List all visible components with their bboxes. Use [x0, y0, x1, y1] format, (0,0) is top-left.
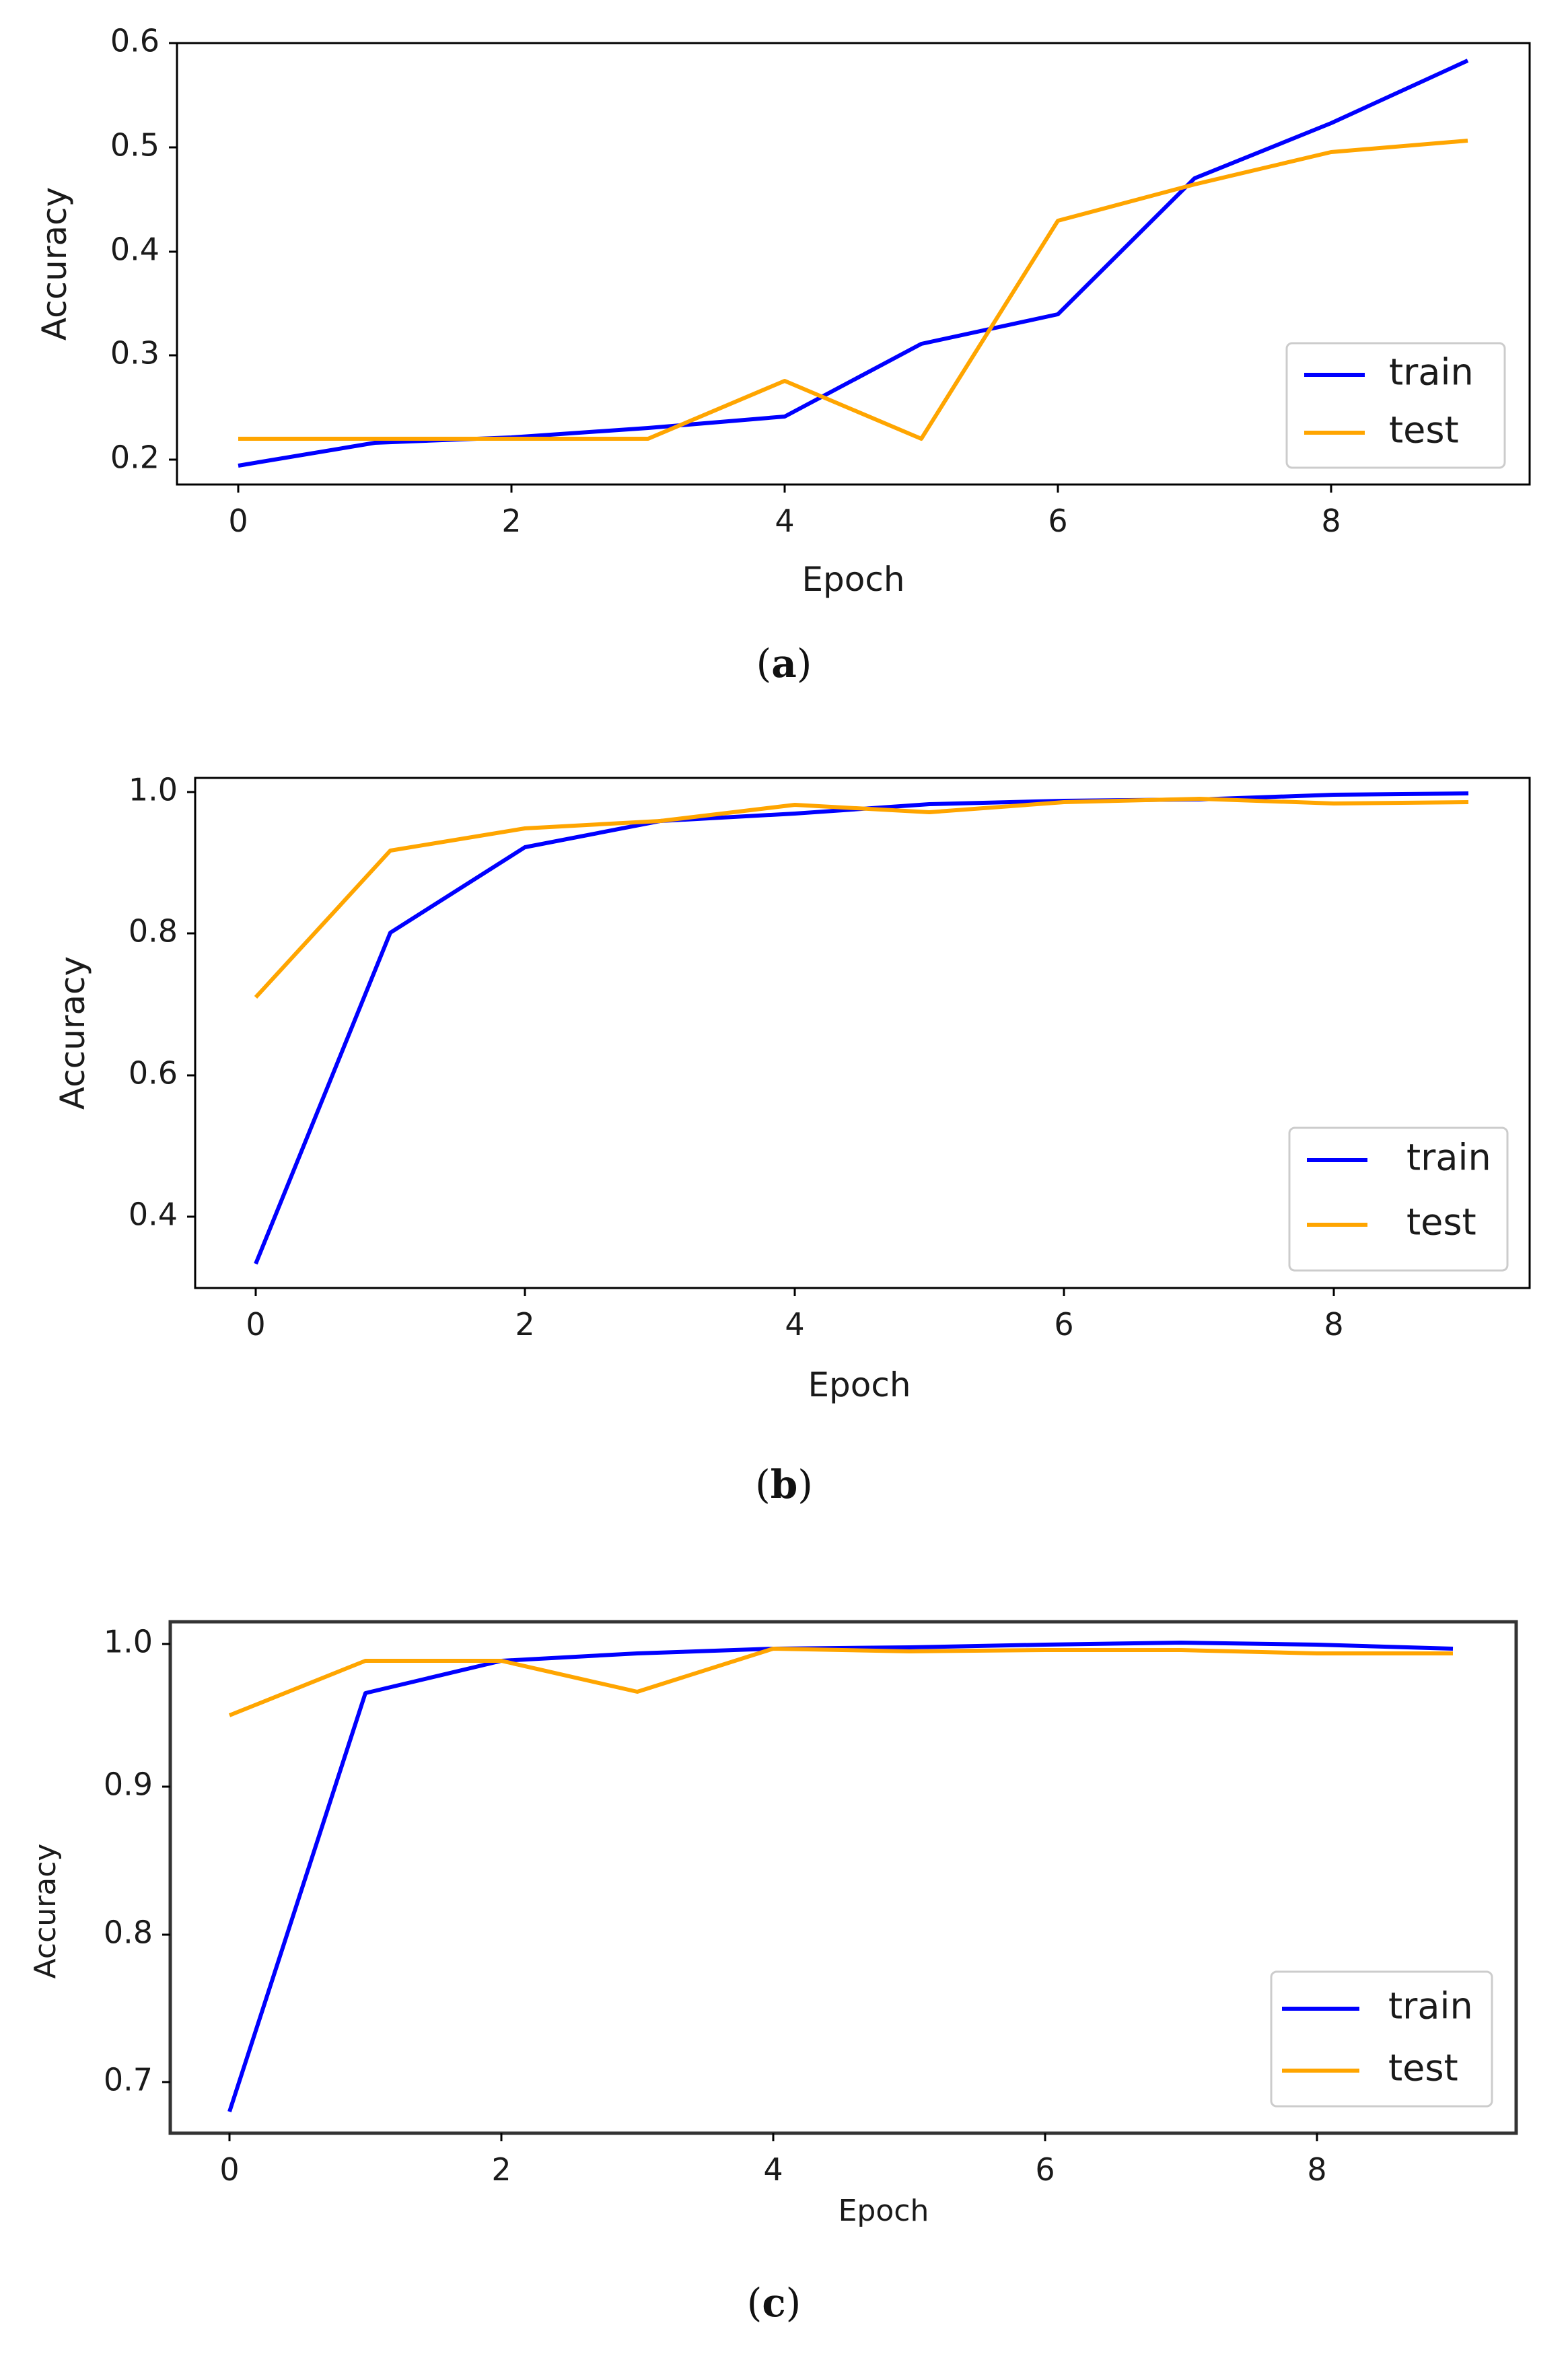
x-tick-label: 4 — [763, 2151, 783, 2188]
y-tick-label: 0.4 — [129, 1196, 178, 1233]
legend-label-train: train — [1406, 1137, 1491, 1179]
y-axis-label: Accuracy — [28, 1844, 63, 1979]
x-tick-label: 6 — [1054, 1306, 1073, 1343]
y-tick-label: 0.3 — [110, 335, 159, 371]
x-ticks: 0 2 4 6 8 — [228, 485, 1341, 539]
x-tick-label: 2 — [515, 1306, 534, 1343]
x-tick-label: 0 — [219, 2151, 239, 2188]
y-tick-label: 0.7 — [104, 2062, 153, 2098]
chart-panel-b: 0.4 0.6 0.8 1.0 0 2 4 6 8 Epoch Accuracy — [53, 772, 1531, 1507]
caption-letter: b — [771, 1462, 798, 1507]
series-line-test — [254, 797, 1469, 999]
legend: train test — [1285, 342, 1506, 469]
caption-c: (c) — [747, 2280, 801, 2326]
y-ticks: 0.4 0.6 0.8 1.0 — [129, 772, 195, 1233]
y-tick-label: 0.4 — [110, 231, 159, 268]
caption-letter: a — [771, 641, 797, 686]
x-tick-label: 4 — [775, 503, 794, 539]
y-tick-label: 0.5 — [110, 127, 159, 164]
x-tick-label: 0 — [246, 1306, 265, 1343]
legend-label-test: test — [1389, 409, 1459, 452]
legend-label-train: train — [1389, 351, 1474, 394]
y-tick-label: 0.9 — [104, 1766, 153, 1803]
chart-panel-a: 0.2 0.3 0.4 0.5 0.6 0 2 4 6 8 Epoch Accu… — [35, 23, 1531, 686]
legend-label-test: test — [1388, 2047, 1458, 2089]
x-tick-label: 0 — [228, 503, 248, 539]
y-tick-label: 0.6 — [110, 23, 159, 59]
x-tick-label: 6 — [1048, 503, 1067, 539]
y-ticks: 0.2 0.3 0.4 0.5 0.6 — [110, 23, 177, 476]
y-tick-label: 1.0 — [129, 772, 178, 808]
legend-label-test: test — [1406, 1201, 1476, 1244]
x-tick-label: 4 — [785, 1306, 804, 1343]
legend-box — [1288, 1126, 1509, 1272]
x-ticks: 0 2 4 6 8 — [219, 2133, 1327, 2188]
y-tick-label: 1.0 — [104, 1624, 153, 1660]
caption-a: (a) — [756, 641, 812, 686]
y-axis-label: Accuracy — [35, 187, 74, 341]
x-tick-label: 2 — [491, 2151, 511, 2188]
x-axis-label: Epoch — [808, 1365, 911, 1404]
chart-panel-c: 0.7 0.8 0.9 1.0 0 2 4 6 8 Epoch Accuracy — [28, 1620, 1518, 2326]
y-ticks: 0.7 0.8 0.9 1.0 — [104, 1624, 170, 2098]
x-tick-label: 8 — [1307, 2151, 1326, 2188]
legend: train test — [1270, 1970, 1493, 2108]
x-axis-label: Epoch — [801, 560, 904, 599]
x-tick-label: 8 — [1321, 503, 1341, 539]
caption-b: (b) — [755, 1462, 813, 1507]
x-tick-label: 2 — [501, 503, 521, 539]
y-tick-label: 0.8 — [129, 913, 178, 950]
x-ticks: 0 2 4 6 8 — [246, 1288, 1344, 1343]
x-tick-label: 8 — [1324, 1306, 1343, 1343]
y-tick-label: 0.8 — [104, 1914, 153, 1951]
x-axis-label: Epoch — [839, 2194, 929, 2228]
series-line-test — [238, 139, 1468, 441]
y-tick-label: 0.2 — [110, 439, 159, 476]
caption-letter: c — [762, 2280, 785, 2326]
legend: train test — [1288, 1126, 1509, 1272]
y-tick-label: 0.6 — [129, 1055, 178, 1091]
series-line-test — [228, 1647, 1453, 1717]
x-tick-label: 6 — [1035, 2151, 1055, 2188]
legend-label-train: train — [1388, 1985, 1473, 2028]
y-axis-label: Accuracy — [53, 956, 92, 1110]
